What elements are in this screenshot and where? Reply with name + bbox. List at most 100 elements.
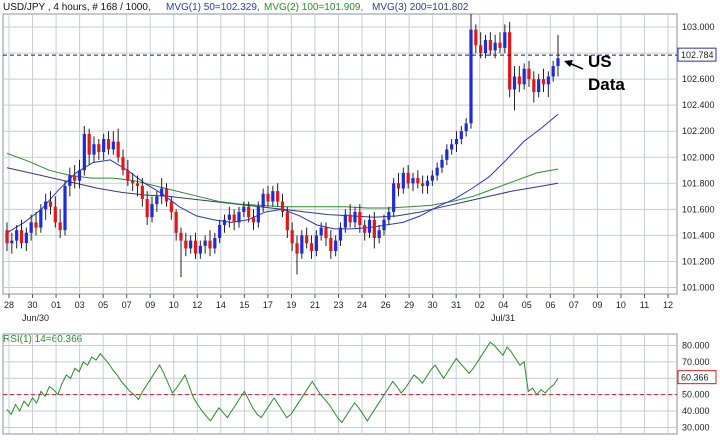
- x-tick-label: 11: [640, 300, 649, 310]
- candle: [498, 32, 502, 54]
- candle: [474, 24, 478, 54]
- candle: [189, 235, 193, 254]
- rsi-y-tick: 50.000: [682, 390, 710, 400]
- candle: [556, 34, 560, 77]
- candle: [314, 230, 318, 257]
- candle: [396, 172, 401, 197]
- candle: [551, 60, 555, 82]
- candle: [121, 149, 125, 176]
- candle: [131, 172, 135, 192]
- candle: [305, 227, 309, 249]
- candle: [247, 201, 251, 223]
- candle: [358, 204, 362, 233]
- candle: [372, 211, 376, 249]
- price-y-tick: 101.600: [682, 204, 715, 214]
- x-tick-label: 01: [51, 300, 61, 310]
- candle: [280, 193, 285, 218]
- candle: [193, 232, 198, 259]
- candle: [343, 209, 347, 233]
- price-y-tick: 102.000: [682, 152, 715, 162]
- candle: [532, 71, 536, 103]
- x-tick-label: 26: [381, 300, 391, 310]
- candle: [218, 219, 222, 244]
- x-tick-label: 19: [286, 300, 296, 310]
- candle: [208, 230, 212, 257]
- x-tick-label: 09: [145, 300, 155, 310]
- candle: [24, 227, 28, 252]
- candle: [450, 139, 454, 155]
- candle: [5, 222, 9, 252]
- candle: [34, 211, 38, 236]
- x-tick-label: 14: [216, 300, 226, 310]
- x-tick-label: 10: [616, 300, 626, 310]
- candle: [106, 131, 111, 155]
- candle: [276, 183, 280, 207]
- candle: [73, 165, 77, 189]
- x-tick-label: 12: [192, 300, 202, 310]
- rsi-panel: [2, 333, 678, 435]
- rsi-line: 60.366: [6, 341, 717, 424]
- candle: [232, 209, 236, 231]
- price-grid: [3, 14, 677, 294]
- candle: [150, 196, 154, 223]
- candle: [145, 191, 149, 225]
- candle: [82, 126, 86, 176]
- x-tick-label: 23: [333, 300, 343, 310]
- candle: [348, 204, 352, 228]
- annotation-arrow: [564, 60, 584, 70]
- x-tick-label: 10: [169, 300, 179, 310]
- price-y-tick: 102.400: [682, 100, 715, 110]
- candle: [324, 222, 328, 246]
- candle: [309, 235, 314, 259]
- candle: [459, 126, 463, 145]
- rsi-series: [6, 341, 559, 424]
- candle: [53, 196, 57, 228]
- current-price-label: 102.784: [681, 50, 714, 60]
- candle: [15, 224, 19, 249]
- candle: [63, 180, 67, 236]
- candle: [329, 230, 333, 259]
- price-y-tick: 101.800: [682, 178, 715, 188]
- candle: [382, 214, 386, 236]
- candle: [440, 154, 444, 173]
- x-tick-label: 17: [263, 300, 273, 310]
- candle: [421, 175, 425, 194]
- x-tick-label: 12: [663, 300, 673, 310]
- x-tick-label: 02: [475, 300, 485, 310]
- x-tick-label: 30: [428, 300, 438, 310]
- candle: [126, 159, 130, 186]
- x-tick-label: 07: [569, 300, 579, 310]
- candle: [445, 144, 449, 166]
- candle: [392, 178, 396, 218]
- candle: [184, 232, 188, 257]
- candle: [285, 206, 289, 238]
- candle: [179, 227, 183, 278]
- rsi-current-box: [677, 370, 717, 385]
- x-tick-label: 04: [498, 300, 508, 310]
- x-tick-label: 30: [28, 300, 38, 310]
- header-ma1-label: MVG(1) 50=102.329,: [166, 2, 260, 13]
- header-symbol-info: USD/JPY , 4 hours, # 168 / 1000,: [3, 2, 151, 13]
- candle: [290, 222, 294, 252]
- candle: [58, 209, 62, 238]
- candle: [367, 214, 372, 238]
- candle: [155, 191, 159, 212]
- rsi-y-tick: 70.000: [682, 357, 710, 367]
- candle: [169, 196, 173, 220]
- candle: [541, 68, 546, 93]
- candle: [97, 139, 101, 160]
- price-y-tick: 101.400: [682, 230, 715, 240]
- candle: [483, 34, 488, 59]
- candle: [174, 209, 178, 241]
- candle: [39, 204, 43, 233]
- price-y-axis: 103.000102.800102.600102.400102.200102.0…: [682, 22, 715, 292]
- x-tick-label: 29: [404, 300, 414, 310]
- x-tick-label: 24: [357, 300, 367, 310]
- candle: [102, 133, 106, 160]
- annotation-us: US: [588, 52, 612, 71]
- candle: [363, 219, 367, 241]
- x-month-label: Jul/31: [491, 313, 515, 323]
- x-tick-label: 05: [522, 300, 532, 310]
- candle: [406, 165, 410, 189]
